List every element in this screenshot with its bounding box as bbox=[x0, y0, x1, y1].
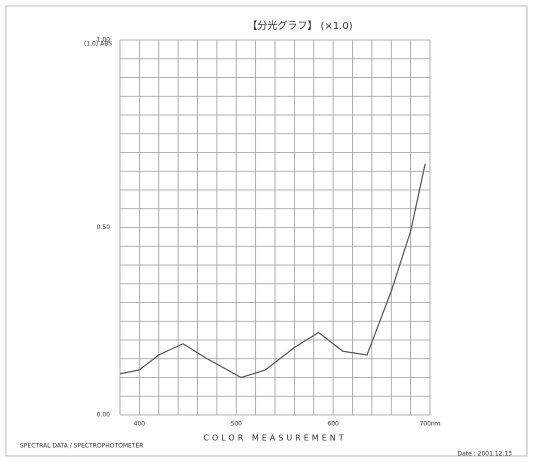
x-axis-title: COLOR MEASUREMENT bbox=[203, 434, 346, 443]
y-tick-label: 0.50 bbox=[97, 224, 111, 231]
frame bbox=[5, 5, 528, 457]
y-tick-label: 1.00 bbox=[97, 37, 111, 44]
y-unit-label: (1.0) ABS bbox=[84, 41, 112, 48]
x-tick-label: 500 bbox=[231, 421, 243, 428]
footer-left: SPECTRAL DATA / SPECTROPHOTOMETER bbox=[20, 443, 143, 450]
x-tick-label: 700nm bbox=[419, 421, 440, 428]
y-tick-label: 0.00 bbox=[97, 412, 111, 419]
x-tick-label: 600 bbox=[327, 421, 339, 428]
chart-title: 【分光グラフ】 (×1.0) bbox=[247, 19, 352, 32]
footer-right: Date : 2001.12.13 bbox=[457, 451, 512, 458]
spectral-line bbox=[119, 163, 426, 379]
x-tick-label: 400 bbox=[134, 421, 146, 428]
